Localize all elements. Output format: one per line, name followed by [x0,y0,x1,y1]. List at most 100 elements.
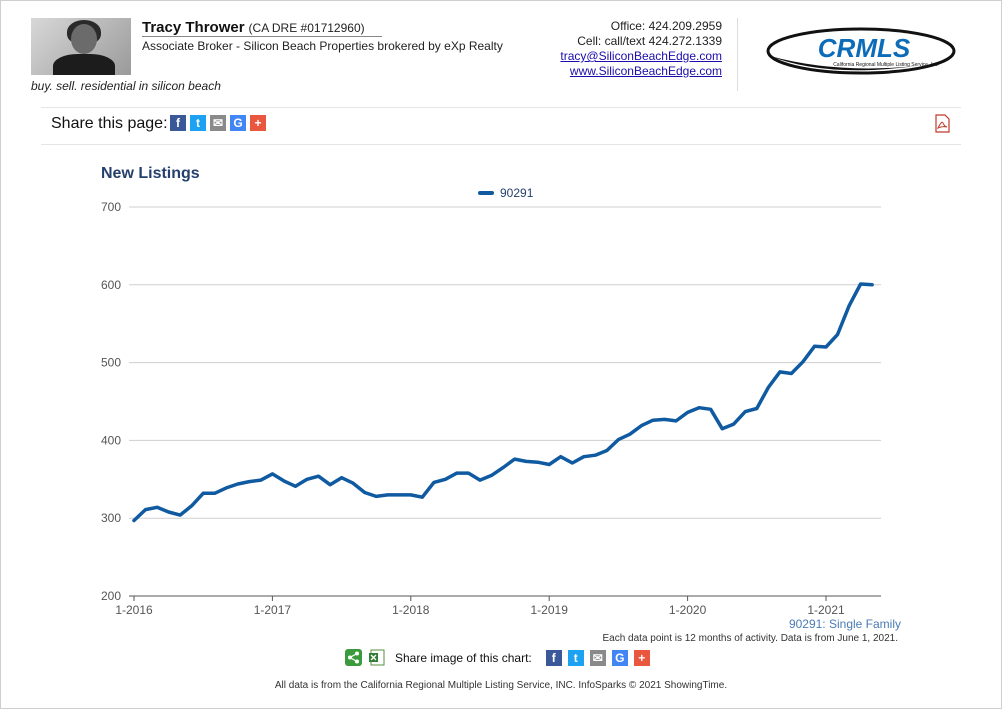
data-point [167,510,170,514]
data-point [132,519,136,522]
data-point [767,386,770,389]
google-icon[interactable]: G [230,115,246,131]
y-tick-label: 200 [101,589,121,603]
data-point [778,370,782,374]
data-point [467,471,470,475]
data-point [790,372,793,375]
plus-icon[interactable]: + [250,115,266,131]
pdf-icon[interactable] [934,114,951,133]
cell-phone: Cell: call/text 424.272.1339 [577,34,722,48]
data-point [548,463,551,466]
y-tick-label: 600 [101,278,121,292]
y-tick-label: 500 [101,356,121,370]
data-point [744,410,747,413]
plus-icon[interactable]: + [633,649,650,666]
x-tick-label: 1-2020 [669,603,707,617]
agent-tagline: buy. sell. residential in silicon beach [31,79,221,93]
data-point [202,492,205,495]
website-link[interactable]: www.SiliconBeachEdge.com [569,64,722,78]
x-tick-label: 1-2021 [807,603,845,617]
data-point [398,493,401,497]
share-image-bar: Share image of this chart: f t ✉ G + [345,649,650,666]
email-icon[interactable]: ✉ [589,649,606,666]
share-page-icons: f t ✉ G + [170,115,266,131]
chart-legend[interactable]: 90291 [478,186,533,200]
x-tick-label: 1-2016 [115,603,153,617]
data-point [513,457,516,461]
share-page-bar: Share this page: f t ✉ G + [41,107,961,145]
email-link[interactable]: tracy@SiliconBeachEdge.com [560,49,722,63]
data-point [282,479,286,483]
agent-name: Tracy Thrower [142,19,245,36]
data-point [375,495,378,498]
agent-title: Associate Broker - Silicon Beach Propert… [142,39,503,53]
legend-swatch [478,191,494,195]
share-page-label: Share this page: [51,115,168,132]
excel-icon[interactable] [368,649,385,666]
data-point [351,482,355,485]
contact-block: Office: 424.209.2959 Cell: call/text 424… [560,19,722,79]
chart-subtitle: 90291: Single Family [788,617,901,631]
data-point [386,493,389,497]
data-point [663,418,666,421]
data-point [674,419,678,423]
share-image-label: Share image of this chart: [395,650,532,665]
footer-text: All data is from the California Regional… [274,680,728,691]
data-point [801,360,805,363]
data-point [236,482,239,486]
data-point [824,345,828,349]
data-point [490,474,493,477]
data-point [190,504,193,507]
data-point [501,466,505,469]
agent-dre: (CA DRE #01712960) [248,21,365,35]
y-tick-label: 300 [101,511,121,525]
name-divider [142,36,382,37]
data-point [432,481,436,484]
series-line-90291 [132,282,874,523]
agent-name-row: Tracy Thrower (CA DRE #01712960) [142,19,365,36]
facebook-icon[interactable]: f [170,115,186,131]
data-point [755,407,758,410]
data-point [259,478,263,482]
data-point [305,478,309,481]
twitter-icon[interactable]: t [190,115,206,131]
data-point [328,483,332,486]
crmls-logo-text: CRMLS [818,33,911,63]
data-point [144,508,147,511]
data-point [709,408,712,411]
data-point [317,475,320,478]
data-point [605,449,609,452]
data-point [594,454,597,457]
agent-photo [31,18,131,75]
chart-note: Each data point is 12 months of activity… [602,633,898,644]
share-icon[interactable] [345,649,362,666]
data-point [294,485,297,488]
chart-title: New Listings [101,165,200,182]
data-point [178,513,182,517]
data-point [213,492,216,495]
data-point [225,486,228,490]
data-point [847,304,851,307]
data-point [813,345,816,348]
y-tick-label: 400 [101,433,121,447]
data-point [421,496,424,499]
data-point [859,282,862,286]
data-point [640,424,643,427]
data-point [686,411,689,414]
data-point [628,433,632,436]
data-point [617,438,620,441]
data-point [870,283,874,286]
google-icon[interactable]: G [611,649,628,666]
data-point [582,455,585,458]
legend-label: 90291 [500,186,534,200]
x-tick-label: 1-2019 [531,603,569,617]
header-divider [737,18,738,91]
email-icon[interactable]: ✉ [210,115,226,131]
twitter-icon[interactable]: t [567,649,584,666]
crmls-logo-subtext: California Regional Multiple Listing Ser… [833,62,939,68]
data-point [444,478,447,481]
data-point [536,461,539,464]
data-point [697,406,701,409]
facebook-icon[interactable]: f [545,649,562,666]
